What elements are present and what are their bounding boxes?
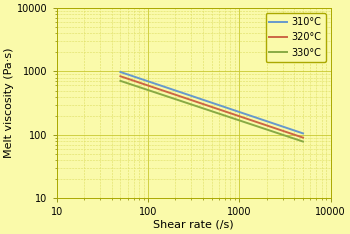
320°C [118,75,122,78]
Line: 330°C: 330°C [120,81,303,142]
330°C [284,135,288,137]
330°C [301,140,305,143]
Line: 310°C: 310°C [120,72,303,133]
310°C [226,107,231,110]
310°C [272,122,276,125]
330°C [230,117,234,119]
330°C [118,80,122,82]
310°C [284,126,288,129]
330°C [119,80,123,82]
Line: 320°C: 320°C [120,76,303,138]
320°C [226,111,231,114]
310°C [301,132,305,135]
310°C [230,108,234,111]
320°C [272,127,276,129]
320°C [119,75,123,78]
Y-axis label: Melt viscosity (Pa·s): Melt viscosity (Pa·s) [4,48,14,158]
330°C [227,116,231,118]
310°C [227,107,231,110]
330°C [226,115,231,118]
310°C [118,71,122,73]
320°C [284,131,288,133]
330°C [272,131,276,133]
320°C [301,136,305,139]
X-axis label: Shear rate (/s): Shear rate (/s) [153,220,234,230]
320°C [230,112,234,115]
Legend: 310°C, 320°C, 330°C: 310°C, 320°C, 330°C [266,13,326,62]
320°C [227,111,231,114]
310°C [119,71,123,74]
